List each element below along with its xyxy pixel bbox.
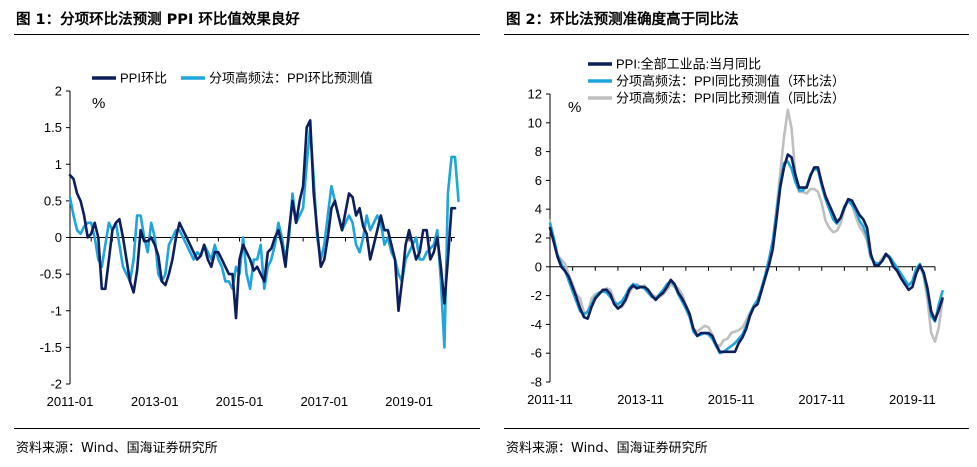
- title-rule: [504, 34, 969, 35]
- chart-1-svg: -2 -1.5 -1 -0.5 0 0.5 1 1.5 2 2011-01 2013-01 2015-…: [40, 71, 460, 409]
- chart-panel-1: 图 1：分项环比法预测 PPI 环比值效果良好 -2 -1.5 -1 -0.5 0 0.5…: [0, 0, 488, 467]
- y-tick-label: 0.5: [44, 193, 62, 208]
- x-tick-label: 2013-01: [131, 394, 179, 409]
- chart-2-svg: -8 -6 -4 -2 0 2 4 6 8 10 12 2011-11 2013-11 2015-11 20…: [527, 57, 944, 407]
- y-tick-label: -0.5: [40, 267, 62, 282]
- bottom-rule: [504, 428, 969, 429]
- x-tick-label: 2015-11: [708, 392, 755, 407]
- y-tick-label: -4: [530, 317, 542, 332]
- y-tick-label: -1: [50, 303, 62, 318]
- y-tick-label: -2: [50, 377, 62, 392]
- chart-title: 图 1：分项环比法预测 PPI 环比值效果良好: [16, 12, 300, 28]
- legend-label: PPI环比: [120, 71, 167, 86]
- series-line-1: [68, 119, 457, 320]
- y-tick-label: 0: [55, 230, 62, 245]
- y-tick-label: 0: [535, 259, 542, 274]
- x-tick-label: 2019-01: [385, 394, 433, 409]
- y-tick-label: 12: [528, 87, 542, 102]
- bottom-rule: [14, 428, 480, 429]
- y-tick-label: -8: [530, 375, 542, 390]
- legend-label: PPI:全部工业品:当月同比: [616, 57, 761, 72]
- x-tick-label: 2017-01: [300, 394, 348, 409]
- x-tick-label: 2013-11: [617, 392, 664, 407]
- series-line-1: [548, 153, 944, 354]
- y-axis-label: %: [92, 95, 105, 112]
- y-tick-label: 6: [535, 173, 542, 188]
- chart-title: 图 2：环比法预测准确度高于同比法: [506, 12, 739, 28]
- y-tick-label: 1: [55, 157, 62, 172]
- legend-label: 分项高频法：PPI同比预测值（环比法）: [616, 74, 845, 89]
- y-tick-label: 2: [55, 84, 62, 99]
- y-tick-label: 2: [535, 231, 542, 246]
- source-note: 资料来源：Wind、国海证券研究所: [506, 441, 708, 456]
- y-tick-label: 4: [535, 202, 542, 217]
- x-tick-label: 2017-11: [798, 392, 845, 407]
- y-tick-label: -1.5: [40, 340, 62, 355]
- legend-label: 分项高频法：PPI环比预测值: [209, 71, 373, 86]
- x-tick-label: 2019-11: [889, 392, 936, 407]
- x-tick-label: 2015-01: [216, 394, 264, 409]
- y-tick-label: -2: [530, 288, 542, 303]
- x-tick-label: 2011-01: [47, 394, 94, 409]
- series-line-3: [548, 108, 944, 348]
- x-tick-label: 2011-11: [527, 392, 573, 407]
- y-tick-label: 1.5: [44, 120, 62, 135]
- title-rule: [14, 34, 480, 35]
- legend-label: 分项高频法：PPI同比预测值（同比法）: [616, 91, 845, 106]
- y-tick-label: 10: [528, 115, 542, 130]
- source-note: 资料来源：Wind、国海证券研究所: [16, 441, 218, 456]
- chart-panel-2: 图 2：环比法预测准确度高于同比法 -8 -6 -4 -2 0 2 4 6 8 10 12 2011-…: [490, 0, 977, 467]
- y-axis-label: %: [568, 99, 581, 116]
- y-tick-label: -6: [530, 346, 542, 361]
- y-tick-label: 8: [535, 144, 542, 159]
